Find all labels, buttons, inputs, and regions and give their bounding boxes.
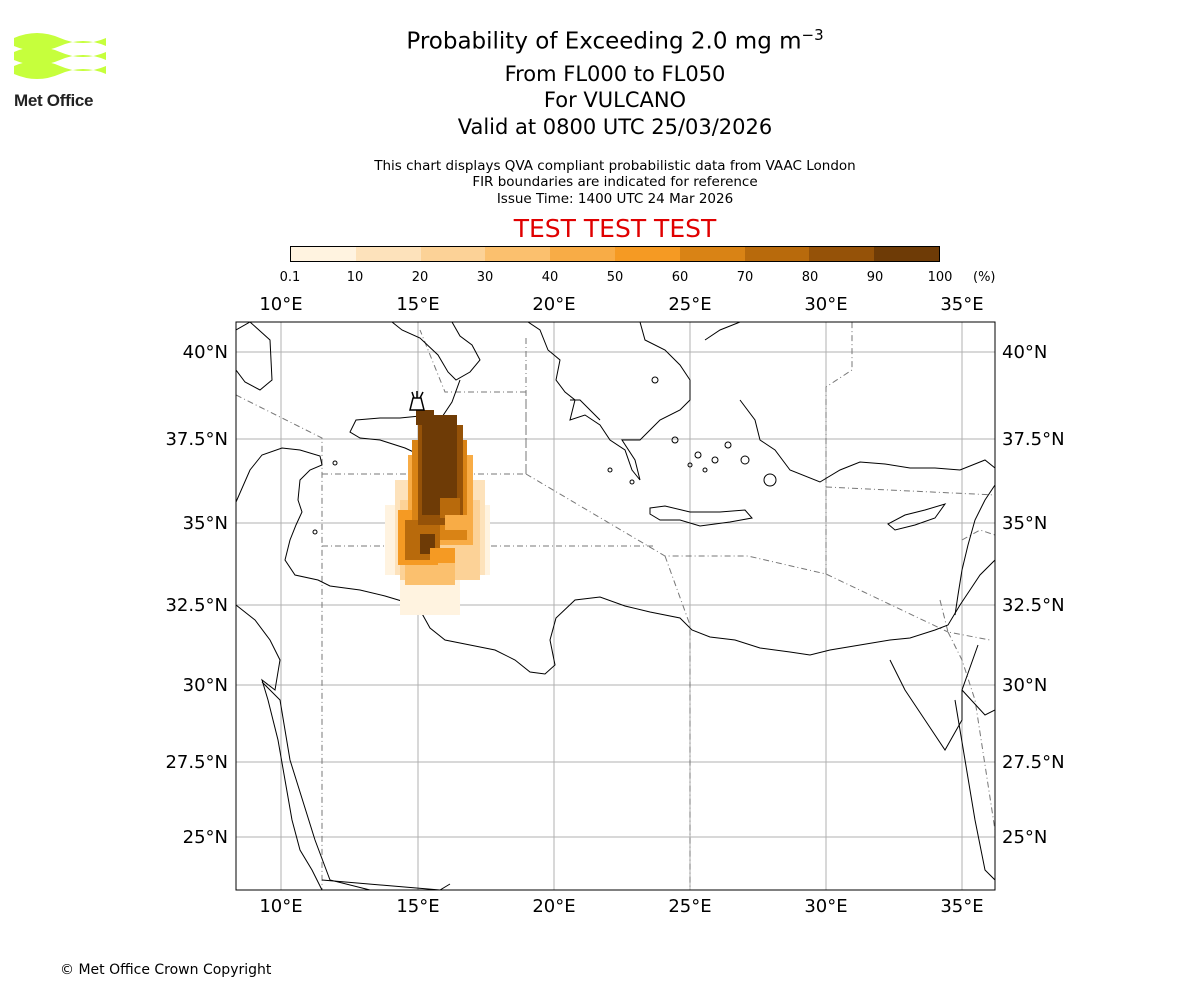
issue-time: Issue Time: 1400 UTC 24 Mar 2026	[496, 191, 734, 207]
gridlines	[236, 322, 995, 890]
lat-label-left: 35°N	[183, 513, 228, 534]
colorbar	[290, 246, 940, 262]
lon-label-bottom: 35°E	[940, 896, 983, 917]
lon-label-bottom: 30°E	[804, 896, 847, 917]
colorbar-segment	[291, 247, 356, 261]
colorbar-segment	[679, 247, 745, 261]
colorbar-tick-label: 100	[927, 270, 953, 285]
colorbar-segment	[874, 247, 939, 261]
colorbar-tick-label: 40	[541, 270, 559, 285]
lon-label-top: 10°E	[259, 294, 302, 315]
lon-label-bottom: 10°E	[259, 896, 302, 917]
lat-label-right: 30°N	[1002, 675, 1047, 696]
lon-labels-top: 10°E 15°E 20°E 25°E 30°E 35°E	[259, 294, 983, 315]
colorbar-segment	[420, 247, 486, 261]
info-line-2: FIR boundaries are indicated for referen…	[472, 174, 758, 190]
lat-label-left: 32.5°N	[165, 595, 228, 616]
map-frame	[235, 321, 996, 891]
lat-labels-left: 40°N 37.5°N 35°N 32.5°N 30°N 27.5°N 25°N	[165, 342, 228, 848]
colorbar-segment	[744, 247, 810, 261]
ash-probability-field	[385, 410, 490, 615]
lon-label-top: 15°E	[396, 294, 439, 315]
fir-boundaries	[236, 322, 995, 890]
lat-label-left: 40°N	[183, 342, 228, 363]
logo-text: Met Office	[14, 91, 94, 110]
lat-label-left: 37.5°N	[165, 429, 228, 450]
volcano-icon	[409, 391, 425, 411]
colorbar-tick-label: 20	[411, 270, 429, 285]
colorbar-segment	[355, 247, 421, 261]
colorbar-tick-label: 0.1	[279, 270, 301, 285]
lon-label-bottom: 25°E	[668, 896, 711, 917]
lon-label-bottom: 20°E	[532, 896, 575, 917]
colorbar-segment	[809, 247, 875, 261]
colorbar-tick-label: 10	[346, 270, 364, 285]
colorbar-segment	[550, 247, 615, 261]
colorbar-tick-label: 90	[866, 270, 884, 285]
colorbar-tick-label: 70	[736, 270, 754, 285]
info-line-1: This chart displays QVA compliant probab…	[374, 158, 856, 174]
chart-title: Probability of Exceeding 2.0 mg m−3	[406, 26, 824, 55]
lat-label-right: 35°N	[1002, 513, 1047, 534]
lat-label-right: 32.5°N	[1002, 595, 1065, 616]
colorbar-tick-label: 60	[671, 270, 689, 285]
lon-label-bottom: 15°E	[396, 896, 439, 917]
volcano-name: For VULCANO	[543, 88, 687, 112]
coastlines	[236, 322, 995, 890]
lat-label-right: 25°N	[1002, 827, 1047, 848]
lon-labels-bottom: 10°E 15°E 20°E 25°E 30°E 35°E	[259, 896, 983, 917]
lat-label-right: 37.5°N	[1002, 429, 1065, 450]
lat-label-left: 27.5°N	[165, 752, 228, 773]
flight-levels: From FL000 to FL050	[504, 62, 726, 86]
copyright: © Met Office Crown Copyright	[60, 962, 272, 978]
lat-label-right: 27.5°N	[1002, 752, 1065, 773]
lat-label-left: 25°N	[183, 827, 228, 848]
lat-label-left: 30°N	[183, 675, 228, 696]
lat-labels-right: 40°N 37.5°N 35°N 32.5°N 30°N 27.5°N 25°N	[1002, 342, 1065, 848]
met-office-logo-icon	[14, 33, 106, 79]
lon-label-top: 20°E	[532, 294, 575, 315]
lat-label-right: 40°N	[1002, 342, 1047, 363]
colorbar-segment	[485, 247, 551, 261]
lon-label-top: 30°E	[804, 294, 847, 315]
colorbar-tick-label: 50	[606, 270, 624, 285]
lon-label-top: 35°E	[940, 294, 983, 315]
colorbar-tick-label: 80	[801, 270, 819, 285]
colorbar-segment	[614, 247, 680, 261]
valid-time: Valid at 0800 UTC 25/03/2026	[457, 115, 773, 139]
colorbar-tick-label: 30	[476, 270, 494, 285]
colorbar-unit: (%)	[973, 270, 996, 285]
lon-label-top: 25°E	[668, 294, 711, 315]
test-banner: TEST TEST TEST	[513, 214, 717, 243]
